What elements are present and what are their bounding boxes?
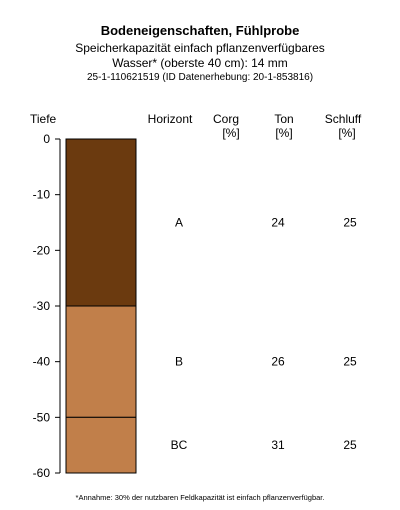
clay-column-header: Ton	[274, 112, 294, 126]
depth-tick-label: -40	[33, 355, 51, 369]
horizon-bar-a	[65, 138, 137, 307]
clay-value: 24	[271, 216, 285, 230]
depth-tick-label: 0	[43, 132, 50, 146]
horizon-label: BC	[171, 438, 188, 452]
depth-tick-label: -10	[33, 188, 51, 202]
clay-value: 26	[271, 355, 285, 369]
record-ids: 25-1-110621519 (ID Datenerhebung: 20-1-8…	[86, 72, 314, 83]
chart-subtitle-line1: Speicherkapazität einfach pflanzenverfüg…	[75, 41, 325, 55]
silt-value: 25	[343, 438, 357, 452]
clay-value: 31	[271, 438, 285, 452]
depth-tick-label: -30	[33, 299, 51, 313]
chart-subtitle-line2: Wasser* (oberste 40 cm): 14 mm	[112, 56, 288, 70]
corg-unit: [%]	[222, 126, 240, 140]
horizon-bar-b	[65, 305, 137, 418]
depth-tick-label: -50	[33, 410, 51, 424]
clay-unit: [%]	[275, 126, 293, 140]
chart-title: Bodeneigenschaften, Fühlprobe	[100, 23, 300, 38]
footnote: *Annahme: 30% der nutzbaren Feldkapazitä…	[75, 493, 325, 502]
depth-tick-label: -20	[33, 243, 51, 257]
silt-value: 25	[343, 355, 357, 369]
silt-column-header: Schluff	[324, 112, 362, 126]
horizon-column-header: Horizont	[147, 112, 193, 126]
corg-column-header: Corg	[212, 112, 239, 126]
silt-value: 25	[343, 216, 357, 230]
horizon-label: A	[175, 216, 183, 230]
depth-axis-label: Tiefe	[30, 112, 57, 126]
horizon-bar-bc	[65, 416, 137, 474]
horizon-label: B	[175, 355, 183, 369]
silt-unit: [%]	[338, 126, 356, 140]
depth-tick-label: -60	[33, 466, 51, 480]
